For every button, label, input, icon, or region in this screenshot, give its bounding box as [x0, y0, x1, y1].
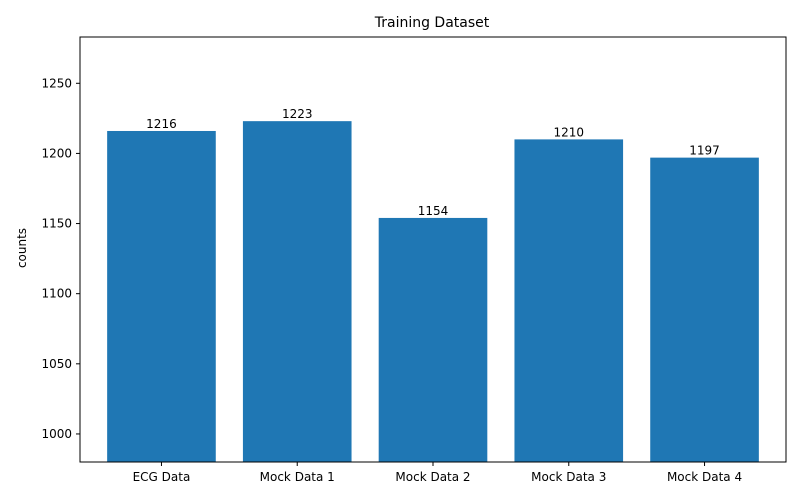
y-tick-label-4: 1150 [41, 217, 72, 231]
bar-3 [378, 217, 488, 462]
data-label-1: 1216 [146, 117, 177, 131]
bar-5 [650, 157, 759, 462]
x-tick-label-3: Mock Data 2 [395, 470, 470, 484]
bar-1 [107, 130, 216, 463]
data-label-2: 1223 [282, 107, 313, 121]
y-tick-label-3: 1100 [41, 287, 72, 301]
y-tick-label-5: 1200 [41, 146, 72, 160]
bar-4 [514, 139, 624, 462]
plot-frame [79, 36, 787, 463]
y-ticks-layer: 1000 1050 1100 1150 1200 1250 [41, 76, 80, 441]
y-tick-label-6: 1250 [41, 76, 72, 90]
y-tick-label-1: 1000 [41, 427, 72, 441]
x-tick-label-1: ECG Data [133, 470, 191, 484]
data-label-3: 1154 [418, 204, 449, 218]
bars-layer [107, 121, 759, 463]
chart-title: Training Dataset [374, 15, 490, 31]
x-tick-label-5: Mock Data 4 [667, 470, 742, 484]
y-axis-label: counts [15, 228, 29, 268]
x-tick-label-2: Mock Data 1 [260, 470, 335, 484]
x-tick-label-4: Mock Data 3 [531, 470, 606, 484]
bar-2 [242, 121, 352, 462]
data-label-4: 1210 [553, 125, 584, 139]
y-tick-label-2: 1050 [41, 357, 72, 371]
x-ticks-layer: ECG Data Mock Data 1 Mock Data 2 Mock Data … [133, 462, 742, 484]
data-labels-layer: 1216 1223 1154 1210 1197 [146, 107, 720, 218]
data-label-5: 1197 [689, 144, 720, 158]
